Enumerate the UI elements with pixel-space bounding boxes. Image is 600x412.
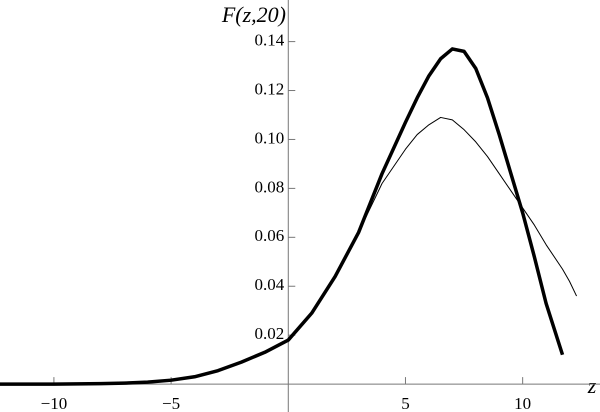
- y-tick-label: 0.04: [255, 275, 285, 294]
- x-tick-label: 10: [514, 394, 531, 412]
- y-tick-label: 0.02: [255, 324, 285, 343]
- x-tick-label: −5: [162, 394, 180, 412]
- x-tick-label: −10: [41, 394, 68, 412]
- x-axis-label: z: [587, 373, 597, 398]
- y-tick-label: 0.10: [255, 128, 285, 147]
- x-tick-label: 5: [401, 394, 410, 412]
- y-tick-label: 0.08: [255, 177, 285, 196]
- y-tick-label: 0.14: [255, 30, 285, 49]
- curve: [0, 47, 565, 386]
- y-axis-label: F(z,20): [221, 2, 286, 27]
- y-tick-label: 0.06: [255, 226, 285, 245]
- y-tick-label: 0.12: [255, 79, 285, 98]
